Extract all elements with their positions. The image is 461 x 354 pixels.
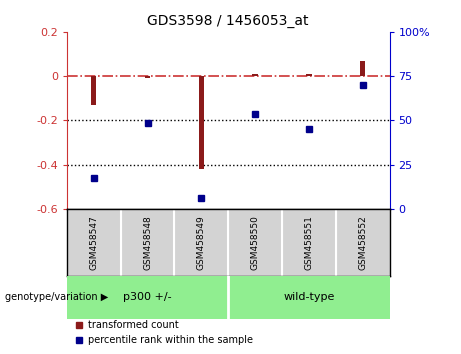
- Bar: [145, 76, 150, 78]
- Text: GSM458549: GSM458549: [197, 215, 206, 270]
- Bar: [91, 76, 96, 105]
- Text: GSM458548: GSM458548: [143, 215, 152, 270]
- Text: GSM458551: GSM458551: [304, 215, 313, 270]
- Title: GDS3598 / 1456053_at: GDS3598 / 1456053_at: [148, 14, 309, 28]
- FancyBboxPatch shape: [282, 209, 336, 276]
- Bar: [360, 61, 365, 76]
- Bar: [199, 76, 204, 169]
- Bar: [228, 276, 390, 319]
- Text: wild-type: wild-type: [283, 292, 335, 302]
- Bar: [252, 74, 258, 76]
- FancyBboxPatch shape: [174, 209, 228, 276]
- FancyBboxPatch shape: [67, 209, 121, 276]
- FancyBboxPatch shape: [336, 209, 390, 276]
- Text: GSM458552: GSM458552: [358, 215, 367, 270]
- Legend: transformed count, percentile rank within the sample: transformed count, percentile rank withi…: [72, 316, 257, 349]
- Text: GSM458550: GSM458550: [251, 215, 260, 270]
- FancyBboxPatch shape: [121, 209, 174, 276]
- Text: p300 +/-: p300 +/-: [123, 292, 172, 302]
- Text: GSM458547: GSM458547: [89, 215, 98, 270]
- Bar: [67, 276, 228, 319]
- FancyBboxPatch shape: [228, 209, 282, 276]
- Text: genotype/variation ▶: genotype/variation ▶: [5, 292, 108, 302]
- Bar: [306, 74, 312, 76]
